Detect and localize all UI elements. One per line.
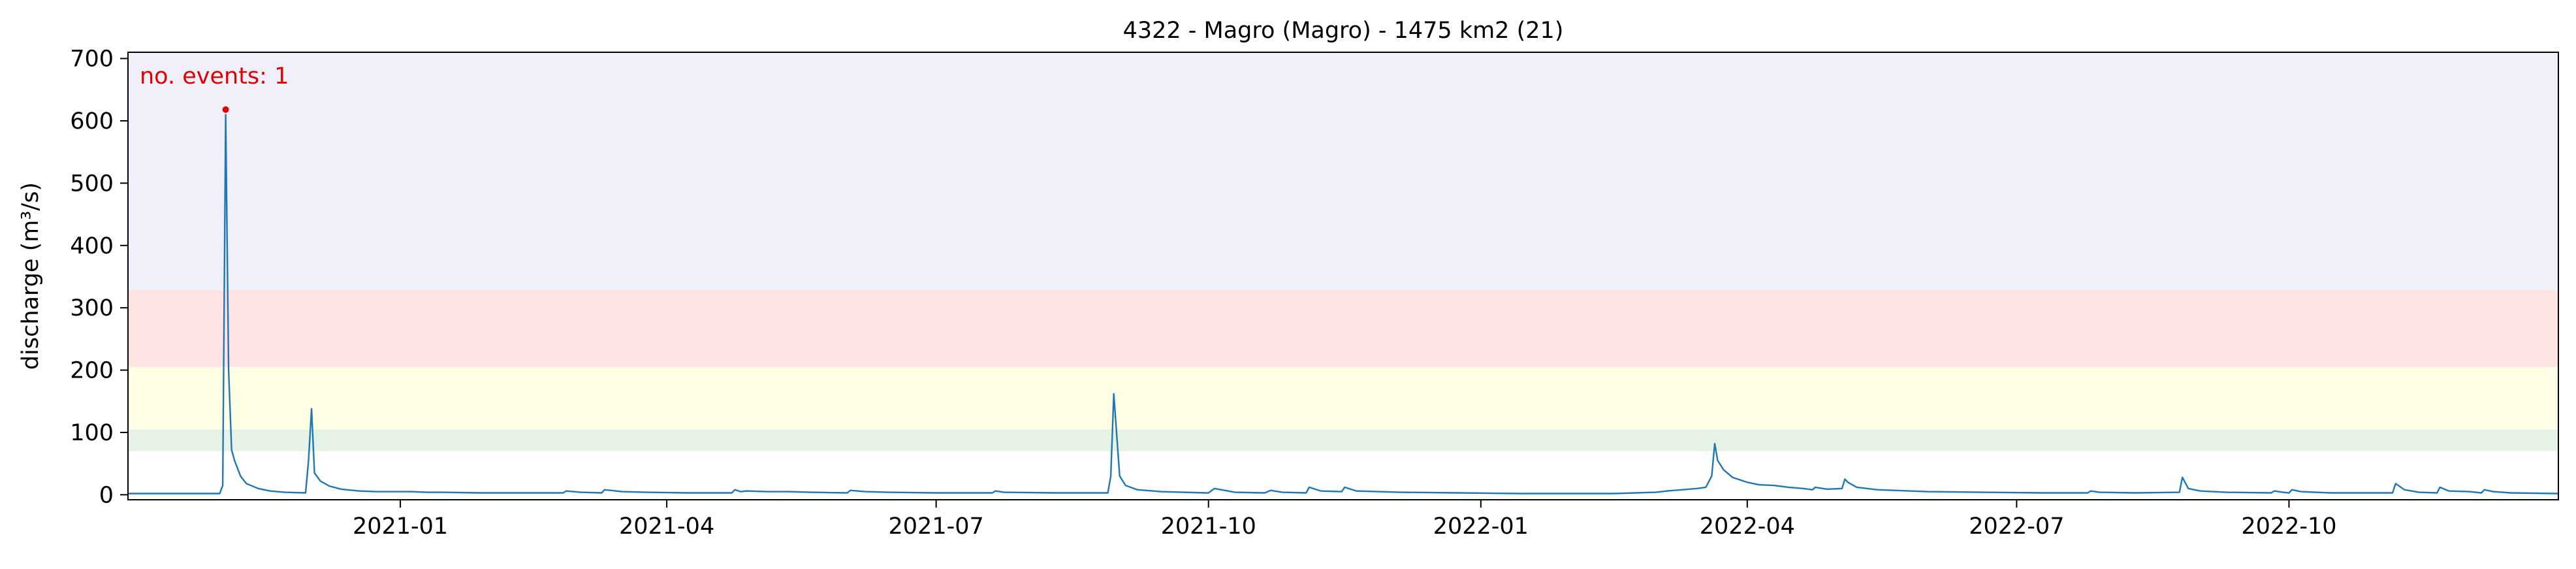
y-tick-label-300: 300 xyxy=(70,295,114,321)
y-axis-label: discharge (m³/s) xyxy=(18,182,44,370)
y-tick-label-600: 600 xyxy=(70,108,114,135)
x-tick-label-6: 2022-07 xyxy=(1969,513,2064,540)
x-tick-label-0: 2021-01 xyxy=(353,513,448,540)
y-tick-label-200: 200 xyxy=(70,358,114,384)
y-tick-label-500: 500 xyxy=(70,171,114,197)
x-tick-label-5: 2022-04 xyxy=(1700,513,1795,540)
x-tick-label-2: 2021-07 xyxy=(889,513,984,540)
y-axis: 0 100 200 300 400 500 600 700 xyxy=(70,46,128,508)
event-markers xyxy=(222,106,229,113)
series-line-0 xyxy=(128,114,2559,495)
series-group xyxy=(128,114,2559,495)
chart-title: 4322 - Magro (Magro) - 1475 km2 (21) xyxy=(1123,18,1564,44)
threshold-band-3 xyxy=(128,52,2558,291)
y-tick-label-700: 700 xyxy=(70,46,114,73)
threshold-band-0 xyxy=(128,429,2558,451)
threshold-bands xyxy=(128,52,2558,451)
plot-frame xyxy=(127,52,2559,500)
threshold-band-1 xyxy=(128,366,2558,430)
event-marker-0 xyxy=(222,106,229,113)
y-tick-label-100: 100 xyxy=(70,420,114,446)
y-tick-label-400: 400 xyxy=(70,233,114,259)
events-count-annotation: no. events: 1 xyxy=(140,63,289,89)
x-tick-label-3: 2021-10 xyxy=(1161,513,1256,540)
x-tick-label-1: 2021-04 xyxy=(619,513,714,540)
x-tick-label-4: 2022-01 xyxy=(1433,513,1529,540)
x-axis: 2021-01 2021-04 2021-07 2021-10 2022-01 2022-… xyxy=(353,500,2337,540)
x-tick-label-7: 2022-10 xyxy=(2241,513,2336,540)
y-tick-label-0: 0 xyxy=(99,482,114,508)
threshold-band-2 xyxy=(128,290,2558,367)
